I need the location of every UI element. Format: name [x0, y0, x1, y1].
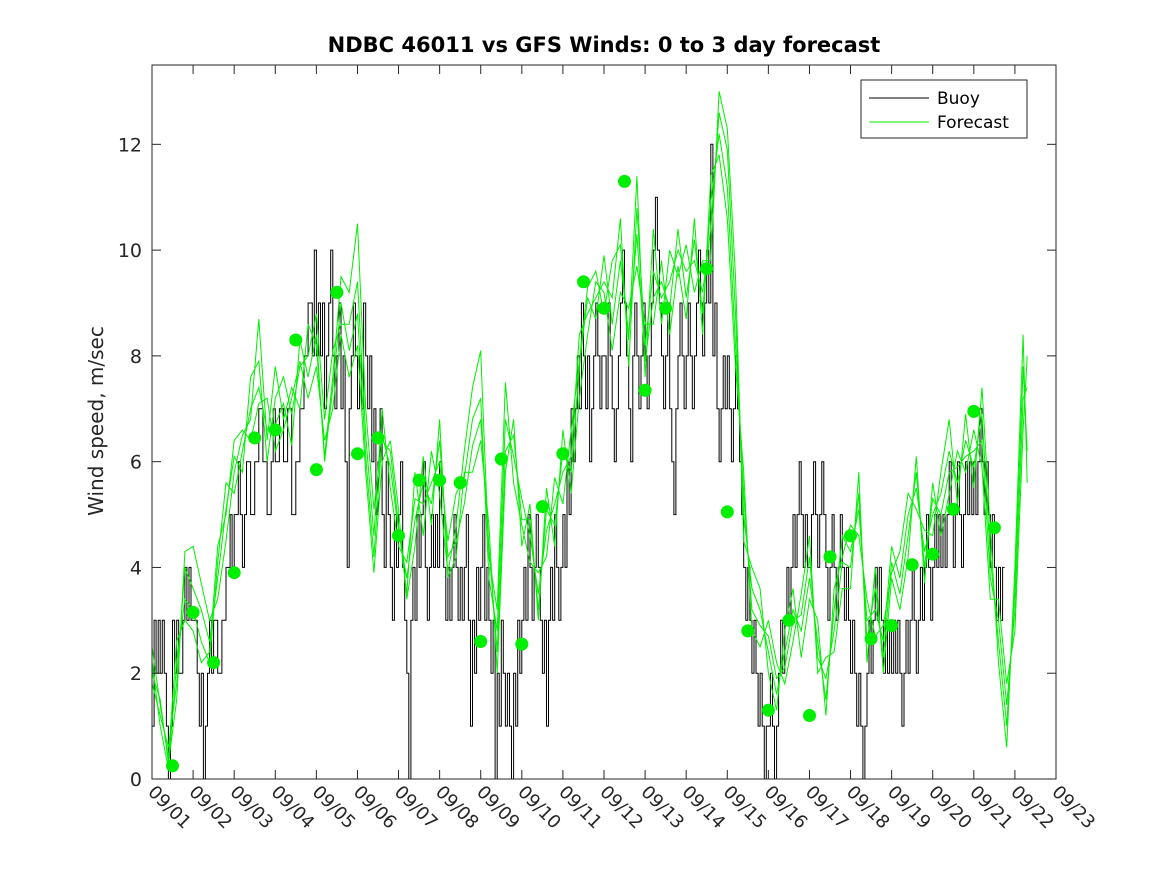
y-tick-label: 8: [130, 346, 142, 368]
forecast-marker: [453, 476, 467, 490]
legend-box: [860, 79, 1028, 139]
forecast-marker: [905, 558, 919, 572]
y-tick-label: 4: [130, 557, 142, 579]
y-tick-label: 12: [118, 134, 142, 156]
forecast-marker: [946, 502, 960, 516]
forecast-marker: [885, 619, 899, 633]
forecast-marker: [392, 529, 405, 543]
forecast-marker: [166, 759, 179, 773]
forecast-marker: [474, 635, 488, 648]
forecast-marker: [207, 656, 221, 670]
forecast-marker: [659, 301, 673, 315]
forecast-marker: [494, 452, 508, 466]
forecast-marker: [268, 423, 282, 437]
forecast-marker: [782, 613, 796, 627]
forecast-marker: [535, 500, 549, 514]
forecast-marker: [803, 709, 816, 722]
plot-area: [152, 91, 1028, 779]
forecast-marker: [330, 285, 344, 299]
forecast-marker: [248, 431, 262, 445]
data-layer: [152, 91, 1028, 779]
forecast-marker: [926, 547, 940, 561]
forecast-marker: [289, 333, 303, 347]
forecast-series-line-1: [152, 91, 1028, 764]
legend-label-buoy: Buoy: [937, 89, 980, 109]
forecast-marker: [309, 463, 323, 477]
legend-label-forecast: Forecast: [937, 113, 1009, 133]
forecast-marker: [761, 703, 775, 717]
forecast-marker: [515, 637, 529, 651]
forecast-marker: [638, 383, 652, 397]
y-axis-label: Wind speed, m/sec: [84, 326, 108, 516]
forecast-marker: [700, 262, 714, 276]
forecast-marker: [433, 473, 447, 487]
forecast-marker: [371, 431, 385, 445]
forecast-marker: [597, 301, 611, 315]
y-tick-label: 2: [130, 663, 142, 685]
forecast-marker: [351, 447, 364, 461]
chart-title: NDBC 46011 vs GFS Winds: 0 to 3 day fore…: [328, 33, 881, 57]
forecast-marker: [186, 605, 200, 619]
y-tick-label: 6: [130, 452, 142, 474]
forecast-marker: [720, 505, 734, 519]
forecast-marker: [967, 404, 981, 418]
y-tick-label: 10: [118, 240, 142, 262]
forecast-marker: [741, 624, 755, 638]
legend: Buoy Forecast: [860, 79, 1028, 139]
forecast-marker: [227, 566, 241, 580]
forecast-marker: [577, 275, 590, 289]
y-tick-label: 0: [130, 769, 142, 791]
forecast-marker: [412, 473, 426, 487]
forecast-marker: [556, 447, 570, 461]
forecast-marker: [823, 550, 837, 564]
forecast-marker: [618, 174, 631, 188]
forecast-marker: [844, 529, 857, 543]
forecast-marker: [864, 632, 878, 646]
forecast-series-line-4: [152, 154, 1028, 758]
forecast-marker: [987, 521, 1001, 535]
